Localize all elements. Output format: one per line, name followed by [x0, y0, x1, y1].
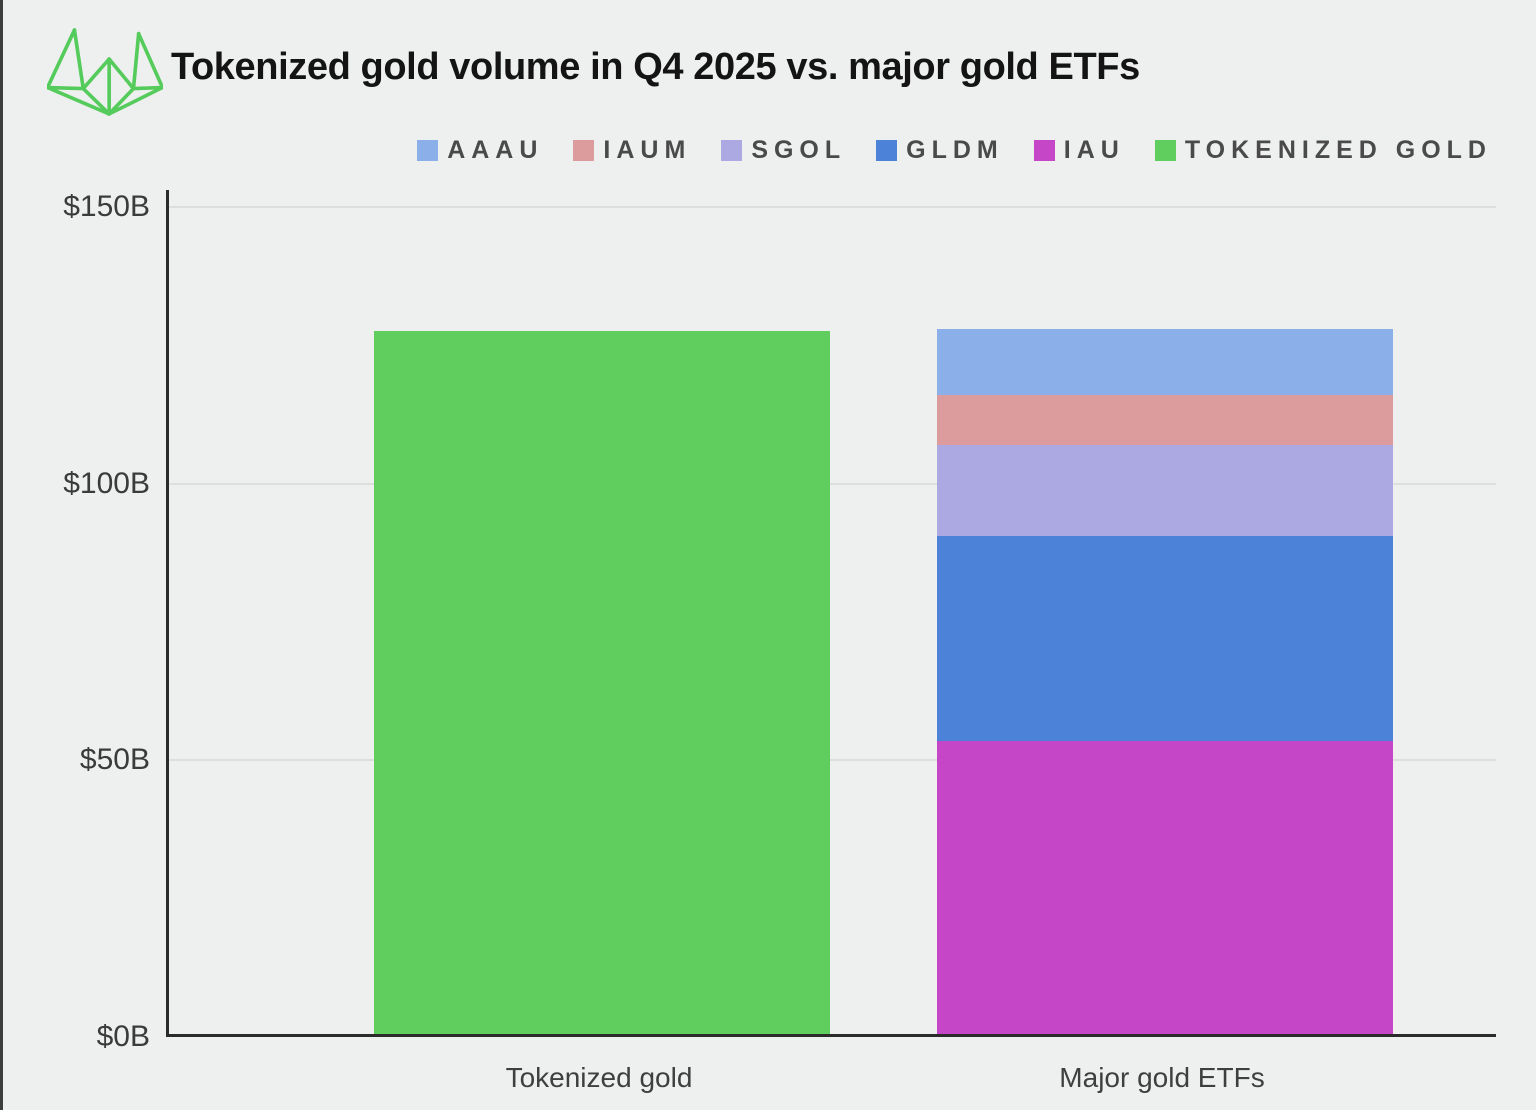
bar-major-gold-etfs: [937, 328, 1393, 1034]
bar-tokenized-gold: [374, 331, 830, 1034]
legend-swatch-icon: [721, 140, 743, 161]
legend-label: IAUM: [603, 136, 692, 164]
gridline-50: [169, 759, 1496, 762]
legend-item-gldm: GLDM: [876, 136, 1004, 165]
legend-swatch-icon: [417, 140, 439, 161]
legend-swatch-icon: [573, 140, 595, 161]
legend-swatch-icon: [1033, 140, 1055, 161]
y-tick-label: $50B: [79, 743, 150, 777]
legend-item-tokenized-gold: TOKENIZED GOLD: [1154, 136, 1492, 165]
legend-item-aaau: AAAU: [417, 136, 543, 165]
page-title: Tokenized gold volume in Q4 2025 vs. maj…: [171, 46, 1140, 88]
logo-crown-icon: [47, 28, 163, 116]
legend-item-iaum: IAUM: [573, 136, 691, 165]
legend-swatch-icon: [1154, 140, 1176, 161]
plot-area: [166, 190, 1496, 1037]
legend-label: TOKENIZED GOLD: [1184, 136, 1492, 164]
bar-segment-iau: [937, 740, 1393, 1034]
y-tick-label: $100B: [63, 466, 150, 500]
legend-label: GLDM: [906, 136, 1004, 164]
legend-item-sgol: SGOL: [721, 136, 846, 165]
bar-segment-sgol: [937, 444, 1393, 537]
legend-label: SGOL: [751, 136, 847, 164]
legend-swatch-icon: [876, 140, 898, 161]
legend-label: IAU: [1063, 136, 1125, 164]
gridline-100: [169, 482, 1496, 485]
legend: AAAU IAUM SGOL GLDM IAU TOKENIZED GOLD: [417, 136, 1492, 165]
x-axis-label-tokenized-gold: Tokenized gold: [505, 1062, 693, 1093]
x-axis-label-major-gold-etfs: Major gold ETFs: [1059, 1062, 1265, 1093]
gridline-150: [169, 206, 1496, 208]
bar-segment-tokenized-gold: [374, 331, 830, 1034]
bar-segment-aaau: [937, 328, 1393, 395]
legend-item-iau: IAU: [1033, 136, 1125, 165]
bar-segment-gldm: [937, 536, 1393, 741]
legend-label: AAAU: [447, 136, 544, 164]
y-tick-label: $150B: [63, 190, 150, 223]
y-tick-label: $0B: [96, 1020, 150, 1053]
bar-segment-iaum: [937, 394, 1393, 445]
